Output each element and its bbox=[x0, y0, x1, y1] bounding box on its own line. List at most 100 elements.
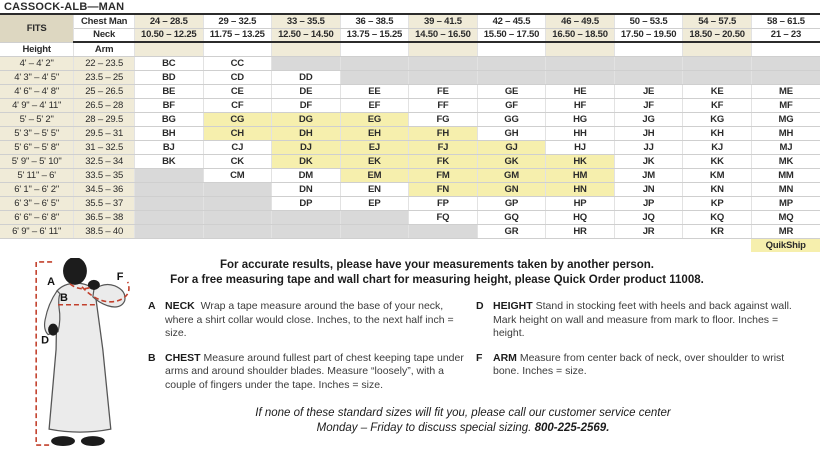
size-cell-KH: KH bbox=[682, 126, 752, 141]
neck-range-header: 10.50 – 12.25 bbox=[134, 28, 204, 43]
size-cell-FM: FM bbox=[408, 168, 478, 183]
left-sleeve bbox=[43, 289, 61, 336]
footer-line-2: Monday – Friday to discuss special sizin… bbox=[145, 421, 781, 436]
height-range-cell: 5' 11" – 6' bbox=[0, 168, 75, 183]
arm-range-cell: 33.5 – 35 bbox=[73, 168, 135, 183]
arm-column-label: Arm bbox=[73, 42, 135, 57]
height-range-cell: 5' 6" – 5' 8" bbox=[0, 140, 75, 155]
neck-range-header: 12.50 – 14.50 bbox=[271, 28, 341, 43]
height-range-cell: 4' 3" – 4' 5" bbox=[0, 70, 75, 85]
intro-text: For accurate results, please have your m… bbox=[145, 252, 729, 288]
figure-label-height: D bbox=[41, 335, 49, 347]
size-cell-FG: FG bbox=[408, 112, 478, 127]
note-term: ARM bbox=[493, 351, 517, 364]
arm-range-cell: 22 – 23.5 bbox=[73, 56, 135, 71]
size-cell-JQ: JQ bbox=[614, 210, 684, 225]
arm-range-cell: 36.5 – 38 bbox=[73, 210, 135, 225]
size-cell-DF: DF bbox=[271, 98, 341, 113]
figure-label-arm: F bbox=[117, 271, 124, 283]
note-item-chest: B CHEST Measure around fullest part of c… bbox=[148, 352, 466, 393]
note-item-neck: A NECK Wrap a tape measure around the ba… bbox=[148, 300, 466, 341]
size-cell-GG: GG bbox=[477, 112, 547, 127]
arm-range-cell: 32.5 – 34 bbox=[73, 154, 135, 169]
arm-range-cell: 26.5 – 28 bbox=[73, 98, 135, 113]
note-body: HEIGHT Stand in stocking feet with heels… bbox=[493, 300, 794, 341]
size-cell-unavailable bbox=[477, 56, 547, 71]
note-letter: B bbox=[148, 351, 156, 364]
height-range-cell: 6' 6" – 6' 8" bbox=[0, 210, 75, 225]
size-cell-FH: FH bbox=[408, 126, 478, 141]
header-spacer-cell bbox=[408, 42, 478, 57]
size-cell-unavailable bbox=[340, 210, 410, 225]
size-cell-DK: DK bbox=[271, 154, 341, 169]
quikship-row-spacer bbox=[0, 238, 751, 252]
size-cell-unavailable bbox=[203, 182, 273, 197]
neck-range-header: 11.75 – 13.25 bbox=[203, 28, 273, 43]
figure-label-chest: B bbox=[60, 292, 68, 304]
size-cell-DD: DD bbox=[271, 70, 341, 85]
header-spacer-cell bbox=[751, 42, 820, 57]
size-cell-EM: EM bbox=[340, 168, 410, 183]
size-cell-unavailable bbox=[408, 224, 478, 239]
chest-range-header: 46 – 49.5 bbox=[545, 14, 615, 29]
note-body: ARM Measure from center back of neck, ov… bbox=[493, 352, 794, 379]
size-cell-HQ: HQ bbox=[545, 210, 615, 225]
height-range-cell: 5' 3" – 5' 5" bbox=[0, 126, 75, 141]
note-letter: D bbox=[476, 300, 484, 312]
size-cell-HN: HN bbox=[545, 182, 615, 197]
size-cell-GJ: GJ bbox=[477, 140, 547, 155]
arm-range-cell: 28 – 29.5 bbox=[73, 112, 135, 127]
size-cell-GQ: GQ bbox=[477, 210, 547, 225]
size-cell-JR: JR bbox=[614, 224, 684, 239]
neck-range-header: 17.50 – 19.50 bbox=[614, 28, 684, 43]
note-body: CHEST Measure around fullest part of che… bbox=[165, 352, 466, 393]
neck-range-header: 16.50 – 18.50 bbox=[545, 28, 615, 43]
left-foot bbox=[51, 436, 75, 447]
size-cell-unavailable bbox=[271, 56, 341, 71]
size-cell-HE: HE bbox=[545, 84, 615, 99]
size-cell-EJ: EJ bbox=[340, 140, 410, 155]
size-cell-BD: BD bbox=[134, 70, 204, 85]
size-cell-EG: EG bbox=[340, 112, 410, 127]
size-cell-GK: GK bbox=[477, 154, 547, 169]
size-cell-KF: KF bbox=[682, 98, 752, 113]
size-cell-unavailable bbox=[751, 70, 820, 85]
size-cell-MM: MM bbox=[751, 168, 820, 183]
notes-left-column: A NECK Wrap a tape measure around the ba… bbox=[148, 300, 466, 403]
size-cell-DH: DH bbox=[271, 126, 341, 141]
right-sleeve bbox=[92, 283, 126, 308]
height-column-label: Height bbox=[0, 42, 75, 57]
size-cell-unavailable bbox=[340, 56, 410, 71]
size-cell-DN: DN bbox=[271, 182, 341, 197]
height-range-cell: 5' – 5' 2" bbox=[0, 112, 75, 127]
size-cell-BF: BF bbox=[134, 98, 204, 113]
arm-range-cell: 38.5 – 40 bbox=[73, 224, 135, 239]
neck-range-header: 21 – 23 bbox=[751, 28, 820, 43]
size-cell-MN: MN bbox=[751, 182, 820, 197]
size-cell-unavailable bbox=[614, 56, 684, 71]
size-cell-GE: GE bbox=[477, 84, 547, 99]
size-cell-KK: KK bbox=[682, 154, 752, 169]
size-cell-MG: MG bbox=[751, 112, 820, 127]
size-cell-CH: CH bbox=[203, 126, 273, 141]
size-cell-CD: CD bbox=[203, 70, 273, 85]
size-cell-MR: MR bbox=[751, 224, 820, 239]
chest-range-header: 50 – 53.5 bbox=[614, 14, 684, 29]
size-cell-FE: FE bbox=[408, 84, 478, 99]
chest-range-header: 54 – 57.5 bbox=[682, 14, 752, 29]
height-range-cell: 4' – 4' 2" bbox=[0, 56, 75, 71]
neck-range-header: 13.75 – 15.25 bbox=[340, 28, 410, 43]
special-sizing-note: If none of these standard sizes will fit… bbox=[145, 406, 781, 436]
size-cell-DJ: DJ bbox=[271, 140, 341, 155]
header-spacer-cell bbox=[477, 42, 547, 57]
size-cell-KR: KR bbox=[682, 224, 752, 239]
size-cell-MK: MK bbox=[751, 154, 820, 169]
size-cell-KG: KG bbox=[682, 112, 752, 127]
measurement-notes: A NECK Wrap a tape measure around the ba… bbox=[148, 300, 794, 403]
size-cell-JP: JP bbox=[614, 196, 684, 211]
size-cell-unavailable bbox=[408, 70, 478, 85]
arm-range-cell: 34.5 – 36 bbox=[73, 182, 135, 197]
size-cell-FN: FN bbox=[408, 182, 478, 197]
size-cell-unavailable bbox=[545, 56, 615, 71]
size-cell-MJ: MJ bbox=[751, 140, 820, 155]
